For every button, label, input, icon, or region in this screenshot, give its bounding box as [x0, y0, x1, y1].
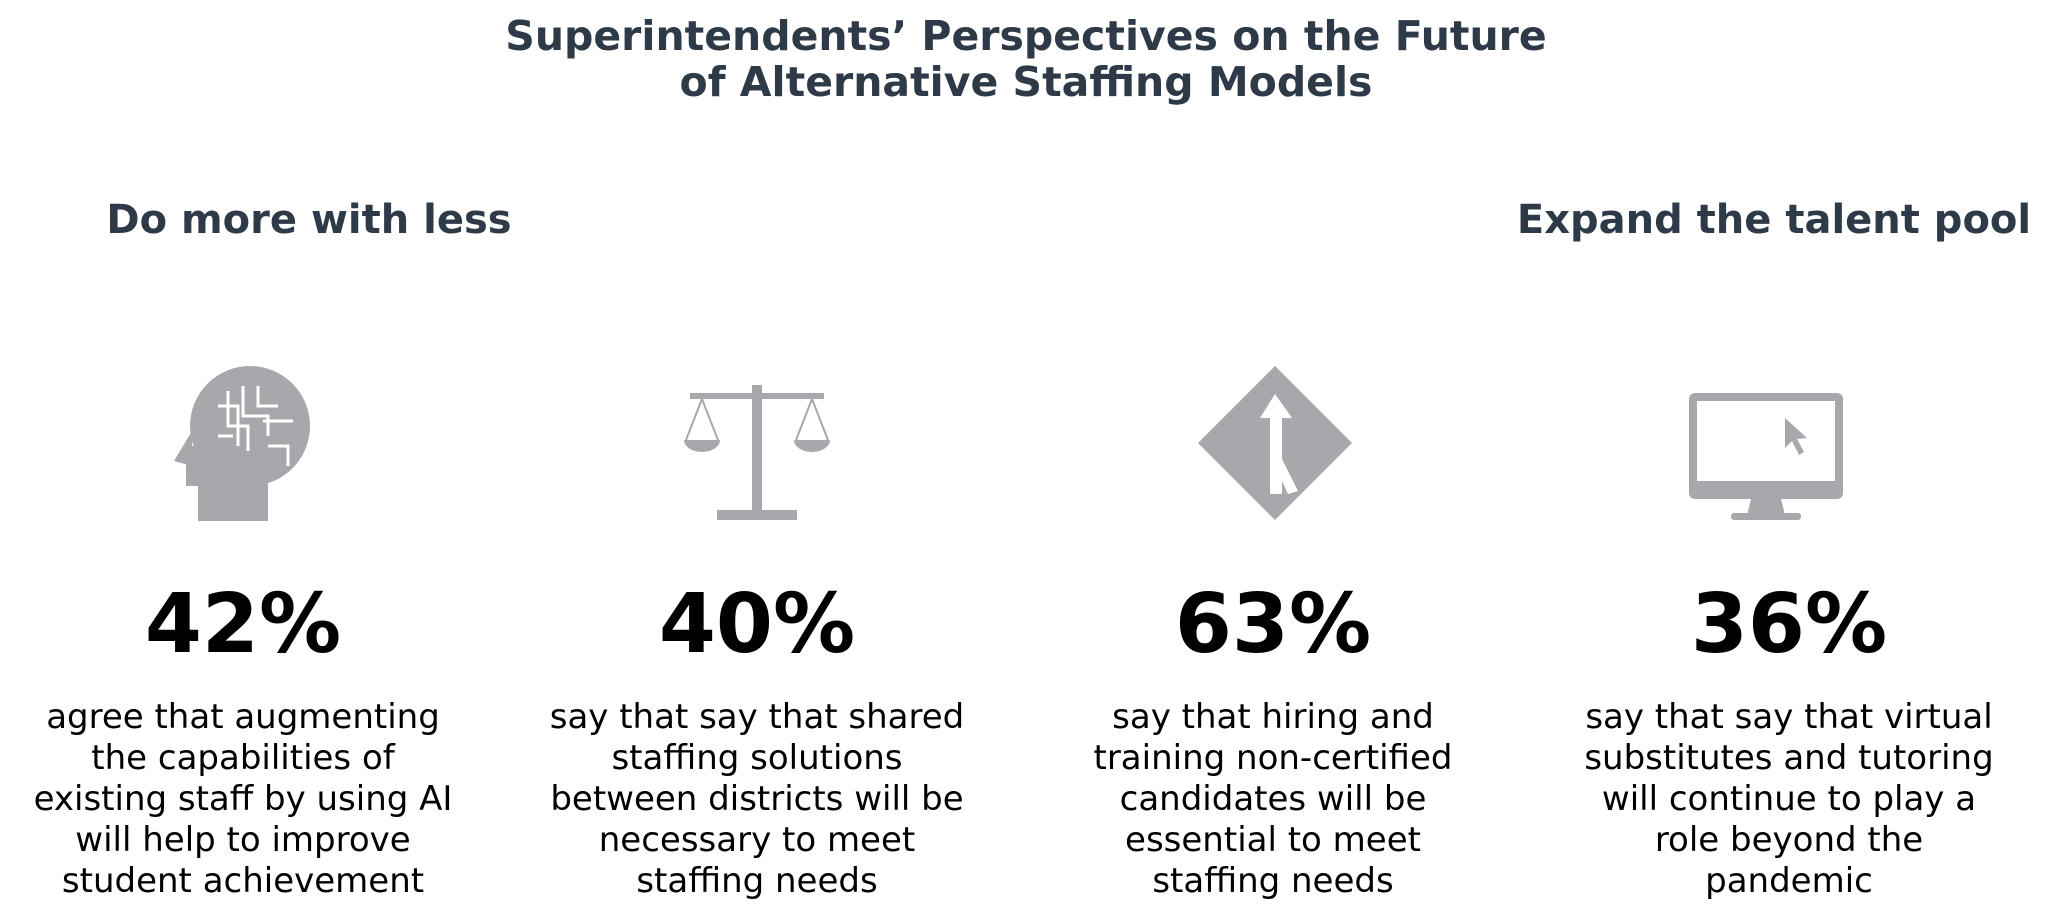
title-line: of Alternative Staffing Models	[680, 58, 1373, 106]
stat-description: necessary to meet	[599, 820, 915, 860]
stat-description: pandemic	[1705, 861, 1873, 901]
stat-description: agree that augmenting	[46, 697, 440, 737]
stat-description: staffing needs	[1152, 861, 1393, 901]
stat-description: candidates will be	[1120, 779, 1427, 819]
stat-value: 36%	[1691, 577, 1887, 672]
stat-description: essential to meet	[1125, 820, 1421, 860]
stat-description: between districts will be	[550, 779, 963, 819]
ai-head-icon	[174, 366, 310, 521]
section-heading: Do more with less	[106, 197, 511, 243]
title-line: Superintendents’ Perspectives on the Fut…	[505, 12, 1546, 60]
stat-description: substitutes and tutoring	[1584, 738, 1993, 778]
stat-value: 63%	[1175, 577, 1371, 672]
stat-description: student achievement	[62, 861, 424, 901]
section-heading: Expand the talent pool	[1517, 197, 2031, 243]
stat-description: say that say that shared	[550, 697, 965, 737]
stat-value: 40%	[659, 577, 855, 672]
stat-description: training non-certified	[1094, 738, 1453, 778]
stat-description: staffing solutions	[611, 738, 902, 778]
stat-value: 42%	[145, 577, 341, 672]
stat-description: staffing needs	[636, 861, 877, 901]
stat-description: role beyond the	[1655, 820, 1923, 860]
merge-sign-icon	[1198, 366, 1352, 520]
stat-description: existing staff by using AI	[34, 779, 453, 819]
stat-description: say that hiring and	[1112, 697, 1434, 737]
monitor-icon	[1689, 393, 1843, 520]
stat-description: will help to improve	[75, 820, 410, 860]
stat-description: say that say that virtual	[1585, 697, 1992, 737]
stat-description: will continue to play a	[1602, 779, 1976, 819]
stat-description: the capabilities of	[91, 738, 395, 778]
scale-icon	[684, 385, 830, 520]
